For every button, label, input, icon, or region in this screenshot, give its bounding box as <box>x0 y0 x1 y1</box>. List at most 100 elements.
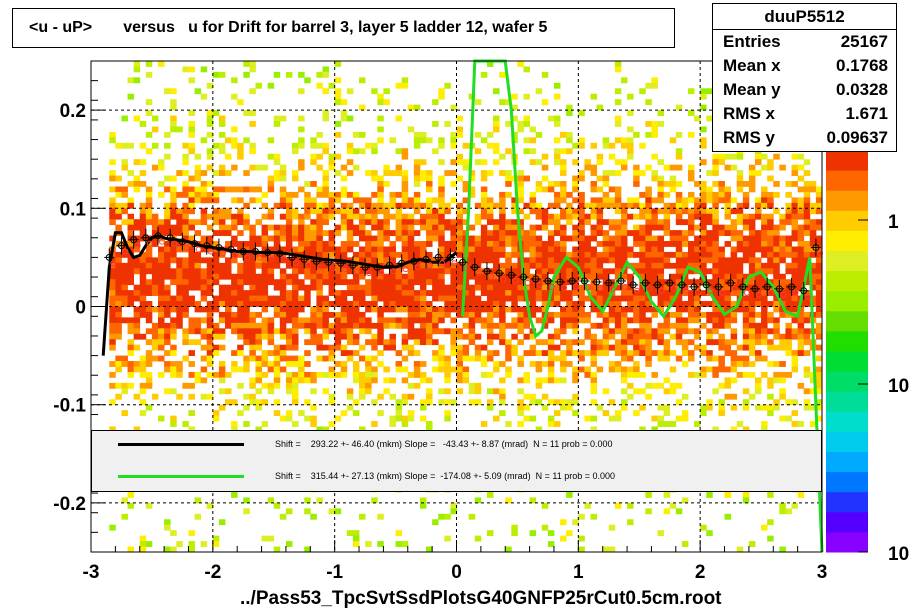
heat-cell <box>547 219 555 226</box>
heat-cell <box>602 202 610 209</box>
heat-cell <box>243 311 250 318</box>
heat-cell <box>706 530 713 537</box>
heat-cell <box>602 328 610 335</box>
heat-cell <box>815 371 823 378</box>
heat-cell <box>127 93 135 100</box>
heat-cell <box>139 202 147 209</box>
heat-cell <box>694 306 701 313</box>
heat-cell <box>109 257 116 264</box>
heat-cell <box>553 301 561 307</box>
heat-cell <box>815 224 823 231</box>
heat-cell <box>164 284 171 291</box>
heat-cell <box>218 311 226 318</box>
heat-cell <box>590 142 598 149</box>
heat-cell <box>194 170 202 176</box>
heat-cell <box>352 208 360 215</box>
heat-cell <box>547 241 555 247</box>
heat-cell <box>419 311 427 318</box>
heat-cell <box>352 251 360 258</box>
heat-cell <box>511 524 518 531</box>
palette-label: 10 <box>888 376 909 397</box>
heat-cell <box>401 295 409 302</box>
heat-cell <box>602 317 610 324</box>
heat-cell <box>346 530 354 537</box>
heat-cell <box>505 235 512 242</box>
heat-cell <box>225 137 232 144</box>
heat-cell <box>450 142 457 149</box>
heat-cell <box>334 251 342 258</box>
heat-cell <box>273 262 281 269</box>
heat-cell <box>523 284 530 291</box>
heat-cell <box>767 317 774 324</box>
heat-cell <box>115 251 122 258</box>
heat-cell <box>785 508 792 515</box>
heat-cell <box>419 497 427 504</box>
heat-cell <box>371 235 378 242</box>
heat-cell <box>432 257 439 264</box>
heat-cell <box>371 322 378 329</box>
heat-cell <box>109 159 116 166</box>
heat-cell <box>200 290 208 296</box>
heat-cell <box>419 137 427 144</box>
heat-cell <box>158 268 165 275</box>
heat-cell <box>523 415 530 422</box>
heat-cell <box>456 295 463 302</box>
heat-cell <box>365 142 372 149</box>
heat-cell <box>298 241 305 247</box>
heat-cell <box>639 333 646 340</box>
heat-cell <box>779 235 786 242</box>
heat-cell <box>127 491 135 498</box>
heat-cell <box>803 339 811 346</box>
heat-cell <box>164 175 171 182</box>
heat-cell <box>785 399 792 406</box>
heat-cell <box>279 170 287 176</box>
heat-cell <box>304 197 311 204</box>
heat-cell <box>267 82 275 89</box>
heat-cell <box>791 208 799 215</box>
heat-cell <box>419 290 427 296</box>
heat-cell <box>620 213 628 220</box>
profile-point <box>402 266 409 273</box>
palette-label: 10 <box>888 544 909 565</box>
heat-cell <box>243 224 250 231</box>
heat-cell <box>322 311 329 318</box>
heat-cell <box>578 246 585 253</box>
heat-cell <box>608 235 616 242</box>
heat-cell <box>310 317 317 324</box>
heat-cell <box>529 284 537 291</box>
heat-cell <box>730 268 738 275</box>
heat-cell <box>505 421 512 427</box>
heat-cell <box>243 393 250 400</box>
heat-cell <box>395 295 403 302</box>
heat-cell <box>109 524 116 531</box>
heat-cell <box>365 317 372 324</box>
heat-cell <box>541 213 549 220</box>
heat-cell <box>176 262 183 269</box>
heat-cell <box>681 208 689 215</box>
heat-cell <box>724 224 732 231</box>
heat-cell <box>736 421 744 427</box>
heat-cell <box>742 426 750 433</box>
heat-cell <box>614 311 622 318</box>
heat-cell <box>505 170 512 176</box>
heat-cell <box>633 317 640 324</box>
heat-cell <box>663 262 671 269</box>
heat-cell <box>200 317 208 324</box>
heat-cell <box>322 202 329 209</box>
heat-cell <box>133 246 141 253</box>
heat-cell <box>316 279 323 286</box>
heat-cell <box>742 235 750 242</box>
heat-cell <box>779 502 786 509</box>
heat-cell <box>486 388 494 395</box>
heat-cell <box>182 213 189 220</box>
heat-cell <box>164 251 171 258</box>
heat-cell <box>694 115 701 122</box>
heat-cell <box>322 115 329 122</box>
heat-cell <box>151 241 159 247</box>
heat-cell <box>724 377 732 384</box>
heat-cell <box>748 333 756 340</box>
heat-cell <box>377 541 384 547</box>
heat-cell <box>164 257 171 264</box>
heat-cell <box>809 186 817 193</box>
heat-cell <box>176 290 183 296</box>
